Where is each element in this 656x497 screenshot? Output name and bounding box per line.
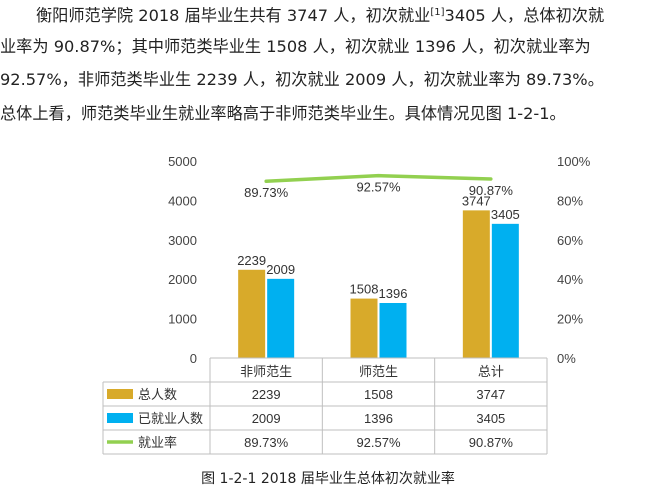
bar-data-label: 3747 xyxy=(462,193,491,208)
intro-paragraph: 衡阳师范学院 2018 届毕业生共有 3747 人，初次就业[1]3405 人，… xyxy=(0,0,656,140)
table-cell: 90.87% xyxy=(469,435,514,450)
y-left-tick-label: 4000 xyxy=(168,193,197,208)
y-right-tick-label: 80% xyxy=(557,193,583,208)
paragraph-line-2: 业率为 90.87%；其中师范类毕业生 1508 人，初次就业 1396 人，初… xyxy=(0,37,591,56)
category-label: 师范生 xyxy=(359,364,398,379)
employment-chart: 0 1000 2000 3000 4000 5000 0% 20% 40% 60% 80% 100% 2… xyxy=(102,154,591,455)
paragraph-line-4: 总体上看，师范类毕业生就业率略高于非师范类毕业生。具体情况见图 1-2-1。 xyxy=(0,104,566,123)
rate-data-label: 89.73% xyxy=(244,185,289,200)
table-cell: 3747 xyxy=(476,387,505,402)
paragraph-line-1-a: 衡阳师范学院 2018 届毕业生共有 3747 人，初次就业 xyxy=(36,6,431,25)
bar-total xyxy=(350,298,378,358)
bar-employed xyxy=(267,278,295,358)
legend-label: 已就业人数 xyxy=(138,411,203,426)
y-right-tick-label: 20% xyxy=(557,312,583,327)
bar-data-label: 2239 xyxy=(237,253,266,268)
paragraph-line-3: 92.57%，非师范类毕业生 2239 人，初次就业 2009 人，初次就业率为… xyxy=(0,70,604,89)
category-label: 非师范生 xyxy=(240,364,292,379)
rate-data-label: 92.57% xyxy=(356,180,401,195)
paragraph-line-1: 衡阳师范学院 2018 届毕业生共有 3747 人，初次就业[1]3405 人，… xyxy=(36,1,604,28)
bar-data-label: 1396 xyxy=(379,286,408,301)
bar-total xyxy=(462,210,490,358)
legend-key-total xyxy=(107,389,133,399)
y-left-tick-label: 1000 xyxy=(168,312,197,327)
legend-label: 就业率 xyxy=(138,435,177,450)
bar-employed xyxy=(491,223,519,358)
y-left-tick-label: 3000 xyxy=(168,233,197,248)
figure-caption: 图 1-2-1 2018 届毕业生总体初次就业率 xyxy=(201,471,455,487)
table-cell: 1508 xyxy=(364,387,393,402)
y-right-tick-label: 0% xyxy=(557,351,576,366)
bar-data-label: 2009 xyxy=(266,262,295,277)
category-label: 总计 xyxy=(478,364,504,379)
legend-label: 总人数 xyxy=(138,387,177,402)
bar-data-label: 1508 xyxy=(350,282,379,297)
table-cell: 3405 xyxy=(476,411,505,426)
y-right-tick-label: 100% xyxy=(557,154,591,169)
bar-total xyxy=(238,269,266,358)
rate-line xyxy=(264,173,493,183)
y-left-tick-label: 2000 xyxy=(168,272,197,287)
table-cell: 89.73% xyxy=(244,435,289,450)
y-left-tick-label: 0 xyxy=(190,351,197,366)
table-cell: 92.57% xyxy=(356,435,401,450)
y-right-tick-label: 60% xyxy=(557,233,583,248)
y-left-tick-label: 5000 xyxy=(168,154,197,169)
table-cell: 2239 xyxy=(252,387,281,402)
bar-data-label: 3405 xyxy=(491,207,520,222)
paragraph-line-1-b: 3405 人，总体初次就 xyxy=(444,6,605,25)
footnote-marker[interactable]: [1] xyxy=(430,7,445,18)
table-cell: 2009 xyxy=(252,411,281,426)
bar-employed xyxy=(379,302,407,358)
rate-data-label: 90.87% xyxy=(469,183,514,198)
table-cell: 1396 xyxy=(364,411,393,426)
legend-key-employed xyxy=(107,413,133,423)
y-right-tick-label: 40% xyxy=(557,272,583,287)
